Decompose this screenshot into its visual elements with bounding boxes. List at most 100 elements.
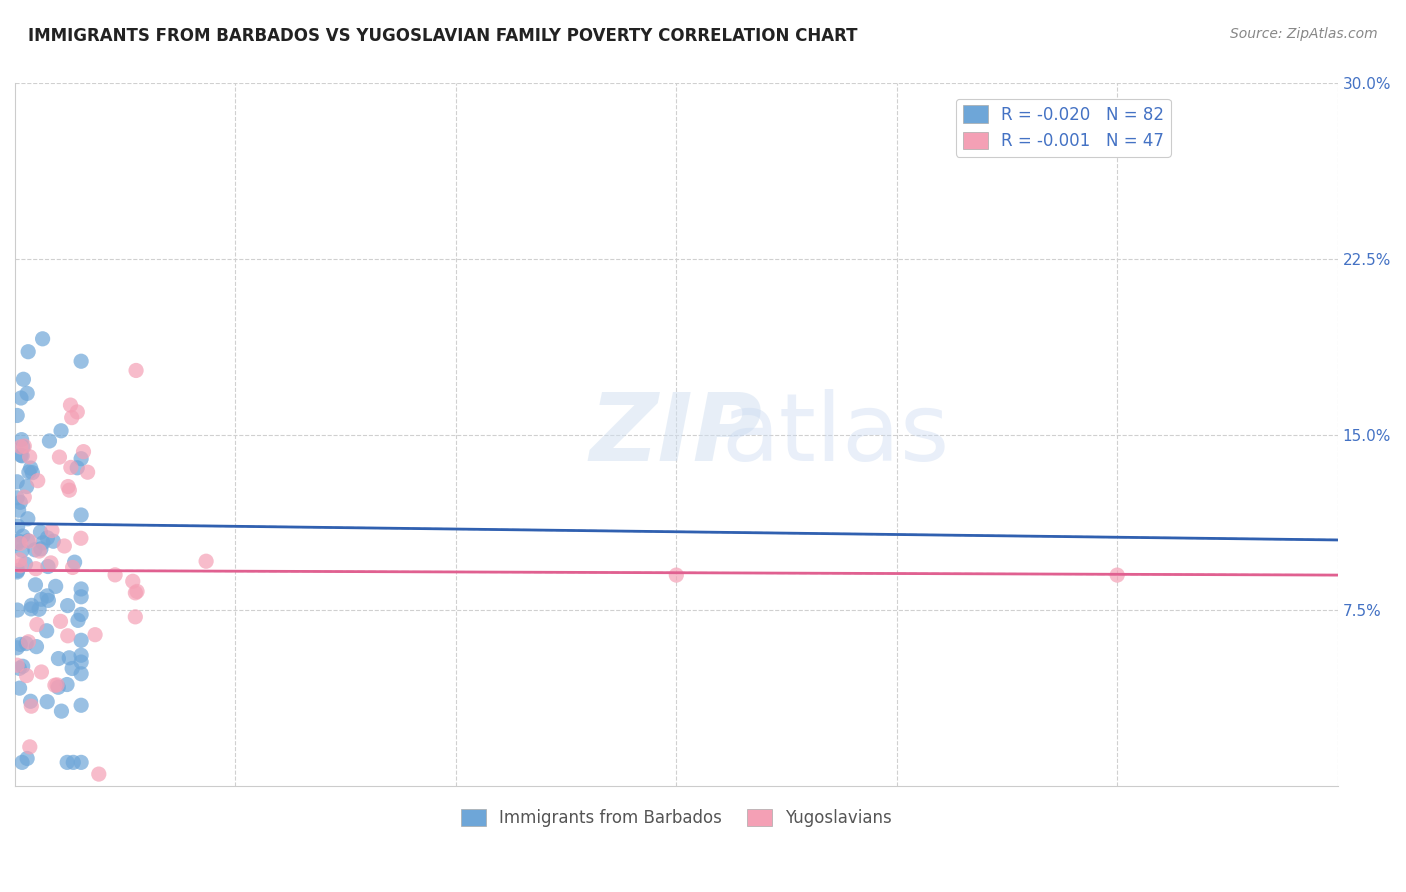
Point	[70, 590, 93, 604]
Point	[32, 536, 55, 550]
Point	[17, 344, 39, 359]
Point	[125, 584, 148, 599]
Point	[70, 633, 93, 648]
Point	[6, 658, 28, 673]
Point	[7, 564, 30, 578]
Point	[63, 555, 86, 569]
Point	[124, 610, 146, 624]
Point	[24, 542, 46, 557]
Point	[70, 582, 93, 596]
Point	[51, 704, 73, 718]
Point	[24, 562, 46, 576]
Point	[62, 560, 84, 574]
Point	[11, 440, 34, 454]
Point	[8, 637, 31, 651]
Point	[6, 475, 28, 489]
Text: Source: ZipAtlas.com: Source: ZipAtlas.com	[1230, 27, 1378, 41]
Point	[53, 539, 76, 553]
Point	[25, 640, 48, 654]
Point	[66, 613, 89, 627]
Point	[60, 410, 83, 425]
Point	[59, 398, 82, 412]
Point	[15, 479, 38, 493]
Point	[70, 698, 93, 713]
Point	[59, 460, 82, 475]
Point	[30, 665, 52, 679]
Point	[70, 607, 93, 622]
Point	[8, 661, 31, 675]
Point	[31, 332, 53, 346]
Point	[76, 465, 98, 479]
Point	[30, 541, 52, 556]
Point	[27, 474, 49, 488]
Point	[195, 554, 218, 568]
Point	[44, 678, 66, 692]
Point	[37, 531, 59, 545]
Point	[70, 655, 93, 669]
Point	[56, 629, 79, 643]
Text: atlas: atlas	[721, 389, 949, 481]
Point	[17, 635, 39, 649]
Point	[20, 602, 42, 616]
Point	[15, 668, 38, 682]
Point	[8, 536, 31, 550]
Point	[121, 574, 143, 589]
Point	[56, 677, 79, 691]
Point	[6, 491, 28, 505]
Point	[11, 756, 34, 770]
Point	[28, 602, 51, 616]
Point	[45, 579, 67, 593]
Point	[18, 739, 41, 754]
Point	[15, 636, 38, 650]
Point	[18, 534, 41, 549]
Point	[30, 525, 52, 540]
Point	[87, 767, 110, 781]
Point	[37, 695, 59, 709]
Point	[15, 386, 38, 401]
Point	[39, 556, 62, 570]
Point	[66, 460, 89, 475]
Point	[49, 615, 72, 629]
Point	[15, 751, 38, 765]
Point	[6, 409, 28, 423]
Point	[38, 434, 60, 448]
Point	[56, 756, 79, 770]
Point	[70, 531, 93, 545]
Point	[18, 450, 41, 464]
Point	[10, 433, 32, 447]
Point	[104, 567, 127, 582]
Point	[42, 534, 65, 549]
Point	[17, 533, 39, 548]
Legend: Immigrants from Barbados, Yugoslavians: Immigrants from Barbados, Yugoslavians	[454, 802, 898, 834]
Point	[7, 533, 30, 548]
Point	[70, 648, 93, 663]
Point	[125, 363, 148, 377]
Point	[8, 681, 31, 695]
Point	[20, 599, 42, 613]
Point	[58, 483, 80, 498]
Point	[11, 543, 34, 558]
Text: ZIP: ZIP	[591, 389, 763, 481]
Point	[70, 756, 93, 770]
Point	[84, 628, 107, 642]
Point	[56, 599, 79, 613]
Point	[14, 557, 37, 571]
Point	[665, 568, 688, 582]
Point	[10, 448, 32, 462]
Point	[18, 465, 41, 479]
Point	[62, 756, 84, 770]
Point	[37, 559, 59, 574]
Point	[30, 592, 52, 607]
Point	[7, 519, 30, 533]
Point	[13, 490, 35, 504]
Point	[56, 479, 79, 493]
Point	[35, 624, 58, 638]
Point	[72, 444, 94, 458]
Point	[8, 495, 31, 509]
Point	[46, 678, 69, 692]
Point	[20, 694, 42, 708]
Point	[6, 565, 28, 579]
Point	[20, 699, 42, 714]
Point	[24, 578, 46, 592]
Point	[70, 666, 93, 681]
